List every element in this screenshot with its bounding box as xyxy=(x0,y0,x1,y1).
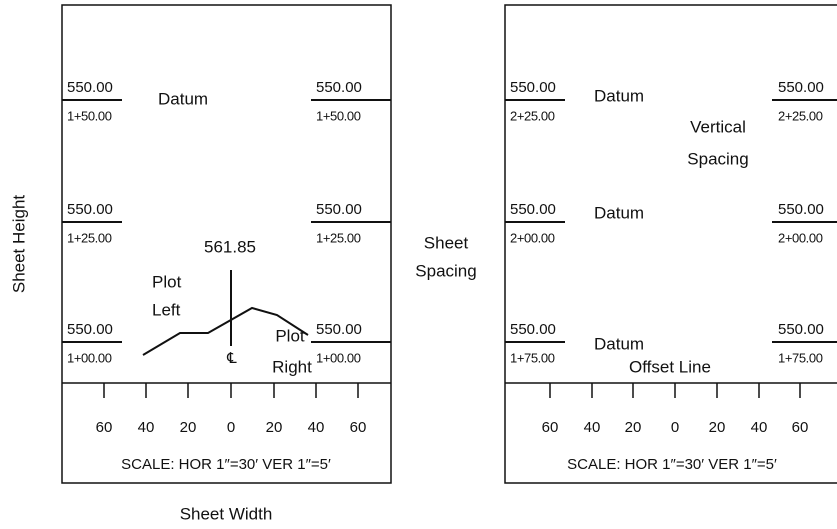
station: 2+00.00 xyxy=(510,230,555,245)
scale-note: SCALE: HOR 1″=30′ VER 1″=5′ xyxy=(121,456,331,473)
elevation: 550.00 xyxy=(316,201,362,218)
elevation: 550.00 xyxy=(67,321,113,338)
elevation: 550.00 xyxy=(778,201,824,218)
elevation: 550.00 xyxy=(510,321,556,338)
station: 1+50.00 xyxy=(316,108,361,123)
scale-label: 0 xyxy=(671,419,679,436)
station: 1+75.00 xyxy=(510,350,555,365)
station: 2+25.00 xyxy=(778,108,823,123)
datum: Datum xyxy=(594,203,644,222)
elevation: 550.00 xyxy=(510,79,556,96)
scale-label: 60 xyxy=(96,419,113,436)
station: 1+25.00 xyxy=(67,230,112,245)
datum: Datum xyxy=(594,86,644,105)
scale-label: 60 xyxy=(350,419,367,436)
sheet-height: Sheet Height xyxy=(9,195,28,294)
station: 2+25.00 xyxy=(510,108,555,123)
plot-left: Left xyxy=(152,300,181,319)
left-sheet xyxy=(61,4,392,484)
vertical-spacing: Vertical xyxy=(690,117,746,136)
elevation: 550.00 xyxy=(778,321,824,338)
datum: Datum xyxy=(158,89,208,108)
station: 2+00.00 xyxy=(778,230,823,245)
scale-label: 60 xyxy=(792,419,809,436)
station: 1+00.00 xyxy=(316,350,361,365)
scale-label: 20 xyxy=(266,419,283,436)
elevation: 550.00 xyxy=(778,79,824,96)
scale-label: 40 xyxy=(584,419,601,436)
scale-label: 0 xyxy=(227,419,235,436)
elevation: 550.00 xyxy=(316,321,362,338)
sheet-spacing: Spacing xyxy=(415,261,476,280)
centerline-symbol: ℄ xyxy=(226,350,237,367)
plot-right: Plot xyxy=(275,326,305,345)
plot-right: Right xyxy=(272,357,312,376)
plot-left: Plot xyxy=(152,272,182,291)
sheet-width: Sheet Width xyxy=(180,504,273,523)
vertical-spacing: Spacing xyxy=(687,149,748,168)
elevation: 550.00 xyxy=(67,79,113,96)
scale-label: 60 xyxy=(542,419,559,436)
datum: Datum xyxy=(594,334,644,353)
scale-label: 40 xyxy=(308,419,325,436)
scale-label: 40 xyxy=(751,419,768,436)
scale-label: 40 xyxy=(138,419,155,436)
scale-label: 20 xyxy=(180,419,197,436)
station: 1+25.00 xyxy=(316,230,361,245)
ground-line xyxy=(142,306,309,356)
elevation: 550.00 xyxy=(316,79,362,96)
scale-label: 20 xyxy=(625,419,642,436)
scale-label: 20 xyxy=(709,419,726,436)
offset-line: Offset Line xyxy=(629,357,711,376)
elevation: 550.00 xyxy=(510,201,556,218)
elevation: 550.00 xyxy=(67,201,113,218)
scale-note: SCALE: HOR 1″=30′ VER 1″=5′ xyxy=(567,456,777,473)
sheet-spacing: Sheet xyxy=(424,233,469,252)
right-sheet xyxy=(504,4,837,484)
elevation-label: 561.85 xyxy=(204,237,256,256)
station: 1+00.00 xyxy=(67,350,112,365)
station: 1+50.00 xyxy=(67,108,112,123)
station: 1+75.00 xyxy=(778,350,823,365)
